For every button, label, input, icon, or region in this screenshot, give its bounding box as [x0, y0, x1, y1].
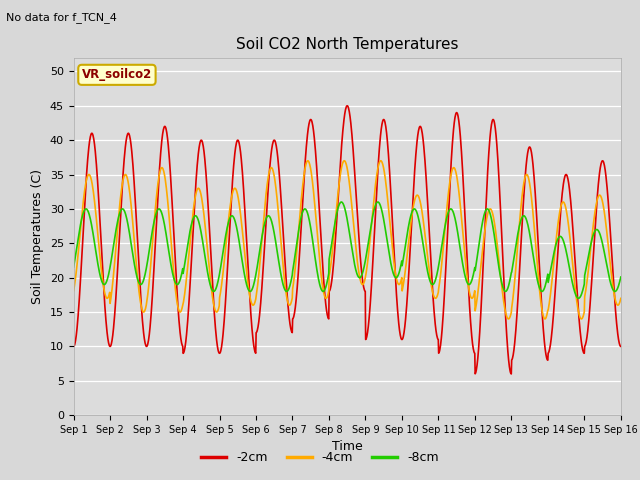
Text: VR_soilco2: VR_soilco2	[82, 68, 152, 81]
Text: No data for f_TCN_4: No data for f_TCN_4	[6, 12, 117, 23]
Legend: -2cm, -4cm, -8cm: -2cm, -4cm, -8cm	[196, 446, 444, 469]
Title: Soil CO2 North Temperatures: Soil CO2 North Temperatures	[236, 37, 458, 52]
X-axis label: Time: Time	[332, 441, 363, 454]
Y-axis label: Soil Temperatures (C): Soil Temperatures (C)	[31, 169, 44, 304]
